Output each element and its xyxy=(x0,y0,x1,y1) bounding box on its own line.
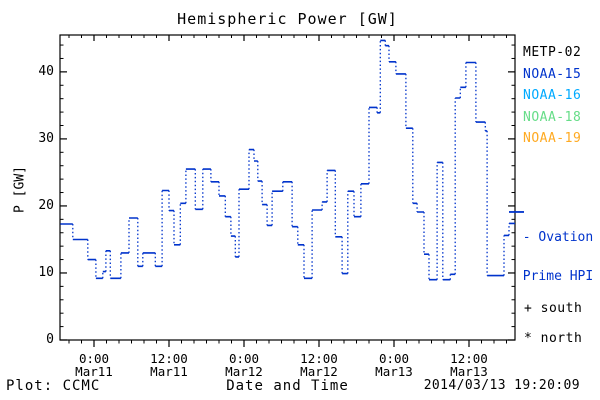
north-marker-label: * north xyxy=(524,331,583,346)
legend-item-noaa-16: NOAA-16 xyxy=(523,88,582,103)
chart-title: Hemispheric Power [GW] xyxy=(177,10,398,28)
x-tick-label: 0:00 Mar13 xyxy=(375,351,413,379)
timestamp: 2014/03/13 19:20:09 xyxy=(423,378,580,393)
x-tick-label: 12:00 Mar11 xyxy=(150,351,188,379)
hpi-step-connectors xyxy=(72,40,510,280)
legend-item-noaa-19: NOAA-19 xyxy=(523,131,582,146)
y-tick-label: 0 xyxy=(46,332,54,347)
hpi-step-line xyxy=(60,39,515,281)
south-marker-label: + south xyxy=(524,301,583,316)
legend-item-noaa-15: NOAA-15 xyxy=(523,66,582,82)
y-axis-label: P [GW] xyxy=(12,166,28,213)
y-tick-label: 30 xyxy=(38,130,54,146)
plot-frame xyxy=(59,34,516,341)
legend-item-noaa-18: NOAA-18 xyxy=(523,109,582,125)
y-tick-label: 20 xyxy=(38,197,54,213)
legend-item-metp-02: METP-02 xyxy=(523,45,582,60)
ovation-annotation-line1: - Ovation xyxy=(522,230,594,245)
ovation-prime-hpi-annotation: - Ovation Prime HPI xyxy=(516,205,600,309)
ovation-annotation-line2: Prime HPI xyxy=(522,269,594,284)
y-tick-label: 10 xyxy=(38,264,54,280)
y-tick-label: 40 xyxy=(38,63,54,79)
x-tick-label: 12:00 Mar12 xyxy=(300,351,338,379)
x-tick-label: 0:00 Mar12 xyxy=(225,351,263,379)
x-tick-label: 0:00 Mar11 xyxy=(75,351,113,379)
x-axis-label: Date and Time xyxy=(226,378,349,394)
x-tick-label: 12:00 Mar13 xyxy=(450,351,488,379)
plot-credit: Plot: CCMC xyxy=(6,378,101,394)
